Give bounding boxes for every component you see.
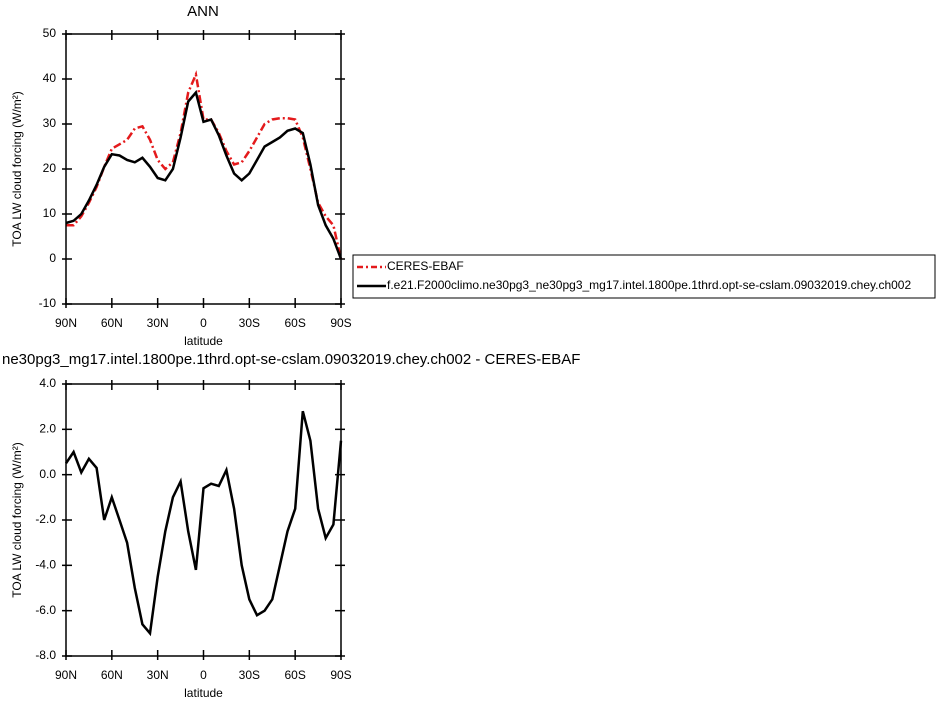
x-tick-label: 60S: [284, 316, 305, 330]
y-tick-label: 0: [49, 251, 56, 265]
x-tick-label: 90N: [55, 668, 77, 682]
y-axis-label: TOA LW cloud forcing (W/m²): [10, 442, 24, 598]
series-line: [65, 89, 343, 260]
x-tick-label: 30S: [239, 668, 260, 682]
y-tick-label: 10: [43, 206, 57, 220]
x-tick-label: 30N: [147, 668, 169, 682]
legend-box: [352, 254, 936, 299]
y-tick-label: 0.0: [39, 467, 56, 481]
legend-label: f.e21.F2000climo.ne30pg3_ne30pg3_mg17.in…: [387, 278, 911, 292]
x-tick-label: 30S: [239, 316, 260, 330]
y-tick-label: 40: [43, 71, 57, 85]
y-tick-label: -8.0: [35, 648, 56, 662]
x-tick-label: 60S: [284, 668, 305, 682]
series-line: [64, 410, 343, 637]
y-tick-label: -6.0: [35, 603, 56, 617]
legend-label: CERES-EBAF: [387, 259, 464, 273]
y-tick-label: 20: [43, 161, 57, 175]
chart-title: ANN: [187, 3, 219, 20]
y-tick-label: -2.0: [35, 512, 56, 526]
x-tick-label: 90S: [330, 316, 351, 330]
chart-title: ne30pg3_mg17.intel.1800pe.1thrd.opt-se-c…: [2, 351, 580, 368]
x-tick-label: 30N: [147, 316, 169, 330]
x-tick-label: 90N: [55, 316, 77, 330]
y-tick-label: 50: [43, 26, 57, 40]
y-axis-label: TOA LW cloud forcing (W/m²): [10, 91, 24, 247]
x-tick-label: 0: [200, 668, 207, 682]
x-axis-label: latitude: [184, 686, 223, 700]
y-tick-label: -4.0: [35, 558, 56, 572]
y-tick-label: 2.0: [39, 422, 56, 436]
x-tick-label: 0: [200, 316, 207, 330]
x-tick-label: 90S: [330, 668, 351, 682]
x-tick-label: 60N: [101, 316, 123, 330]
series-line: [66, 70, 343, 260]
plot-frame: [65, 383, 342, 657]
y-tick-label: 30: [43, 116, 57, 130]
y-tick-label: 4.0: [39, 376, 56, 390]
x-tick-label: 60N: [101, 668, 123, 682]
plot-frame: [65, 33, 342, 305]
x-axis-label: latitude: [184, 334, 223, 348]
y-tick-label: -10: [39, 296, 57, 310]
